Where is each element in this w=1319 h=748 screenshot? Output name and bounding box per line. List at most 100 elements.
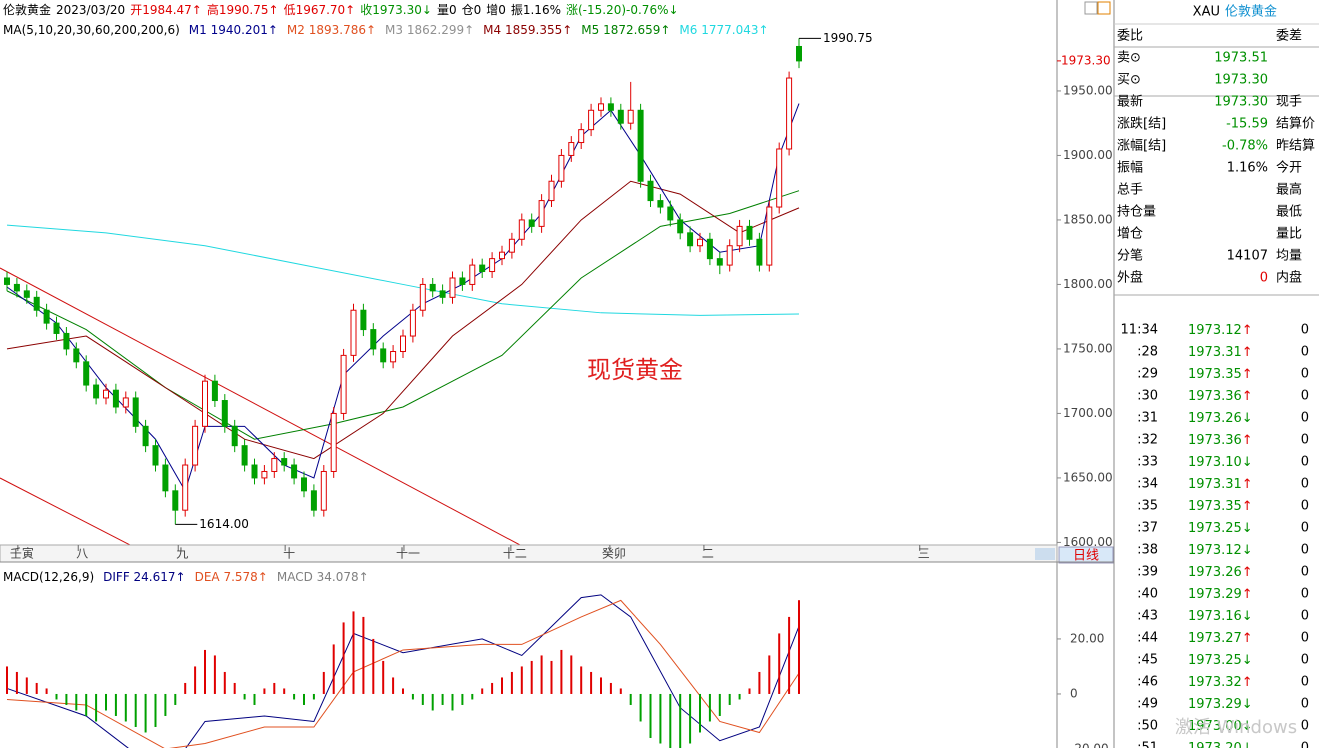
macd-bar bbox=[629, 693, 632, 705]
candle-body bbox=[667, 206, 674, 221]
candle-body bbox=[340, 354, 347, 414]
candle-body bbox=[211, 380, 218, 402]
tick-price: 1973.25↓ bbox=[1188, 521, 1253, 536]
macd-bar bbox=[570, 655, 573, 694]
y-tick-label: 1850.00 bbox=[1063, 212, 1113, 226]
tick-price-value: 1973.20 bbox=[1188, 741, 1242, 748]
ma-line bbox=[6, 224, 800, 316]
tick-arrow: ↓ bbox=[1242, 455, 1253, 470]
macd-bar bbox=[699, 693, 701, 733]
macd-bar bbox=[510, 671, 513, 694]
tick-price: 1973.26↑ bbox=[1188, 565, 1253, 580]
tick-time: :45 bbox=[1137, 653, 1158, 668]
macd-bar bbox=[669, 693, 672, 748]
candle-body bbox=[152, 445, 159, 466]
tick-price-value: 1973.29 bbox=[1188, 587, 1242, 602]
candle-body bbox=[320, 470, 327, 511]
tick-arrow: ↓ bbox=[1242, 741, 1253, 748]
last-price-label: 1973.30 bbox=[1061, 53, 1111, 67]
macd-bar bbox=[431, 693, 434, 711]
macd-bar bbox=[609, 682, 612, 694]
candle-body bbox=[132, 397, 139, 427]
macd-bar bbox=[164, 693, 167, 716]
tick-time: :43 bbox=[1137, 609, 1158, 624]
tick-price-value: 1973.29 bbox=[1188, 697, 1242, 712]
candle-body bbox=[83, 361, 90, 386]
date-label: 九 bbox=[176, 547, 188, 561]
candle-body bbox=[112, 389, 119, 408]
annotation-label: 1614.00 bbox=[199, 517, 249, 531]
macd-bar bbox=[233, 682, 236, 694]
plot bbox=[4, 38, 802, 525]
tick-price: 1973.12↓ bbox=[1188, 543, 1253, 558]
ma-header: MA(5,10,20,30,60,200,200,6) M1 1940.201↑ M… bbox=[3, 23, 769, 37]
quote-label: 均量 bbox=[1276, 249, 1302, 264]
header-item: 2023/03/20 bbox=[56, 3, 125, 17]
macd-bar bbox=[55, 693, 58, 700]
tick-price-value: 1973.27 bbox=[1188, 631, 1242, 646]
candle-body bbox=[13, 283, 20, 292]
quote-label: 增仓 bbox=[1117, 227, 1143, 242]
quote-label: 委差 bbox=[1276, 29, 1302, 44]
tick-volume: 0 bbox=[1301, 543, 1309, 558]
candle-body bbox=[221, 400, 228, 427]
date-label: 癸卯 bbox=[602, 547, 626, 561]
tick-volume: 0 bbox=[1301, 565, 1309, 580]
date-label: 二 bbox=[702, 547, 714, 561]
tick-time: :33 bbox=[1137, 455, 1158, 470]
period-button[interactable] bbox=[1058, 546, 1114, 564]
quote-label: 现手 bbox=[1276, 95, 1302, 110]
candle-body bbox=[657, 200, 664, 208]
quote-label: 分笔 bbox=[1117, 248, 1143, 264]
tick-price-value: 1973.26 bbox=[1188, 411, 1242, 426]
quote-label: 振幅 bbox=[1117, 161, 1143, 176]
tick-price: 1973.26↓ bbox=[1188, 411, 1253, 426]
candle-body bbox=[390, 351, 397, 363]
quote-value: -15.59 bbox=[1226, 117, 1268, 132]
candle-body bbox=[568, 142, 575, 156]
tick-arrow: ↓ bbox=[1242, 697, 1253, 712]
quote-label: 卖⊙ bbox=[1117, 51, 1141, 66]
tick-price: 1973.32↑ bbox=[1188, 675, 1253, 690]
macd-bar bbox=[204, 649, 206, 694]
candle-body bbox=[479, 264, 486, 273]
plot bbox=[6, 594, 800, 748]
tick-arrow: ↑ bbox=[1242, 367, 1253, 382]
tick-volume: 0 bbox=[1301, 587, 1309, 602]
macd-bar bbox=[15, 671, 18, 694]
trendline bbox=[0, 267, 521, 545]
quote-label: 昨结算 bbox=[1276, 139, 1315, 154]
macd-bar bbox=[253, 693, 256, 705]
macd-bar bbox=[124, 693, 127, 722]
tick-arrow: ↑ bbox=[1242, 389, 1253, 404]
candle-body bbox=[439, 290, 446, 298]
candle-body bbox=[429, 283, 436, 292]
tick-arrow: ↓ bbox=[1242, 543, 1253, 558]
date-label: 三 bbox=[918, 547, 930, 561]
annotation-label: 1990.75 bbox=[823, 31, 873, 45]
tick-price-value: 1973.35 bbox=[1188, 499, 1242, 514]
date-axis bbox=[0, 544, 1058, 563]
tick-time: 11:34 bbox=[1121, 323, 1158, 338]
candle-body bbox=[716, 258, 723, 266]
macd-bar bbox=[441, 693, 444, 705]
macd-bar bbox=[520, 666, 523, 694]
watermark: 激活 Windows bbox=[1175, 717, 1297, 738]
quote-label: 内盘 bbox=[1276, 270, 1302, 286]
header-item: 伦敦黄金 bbox=[3, 2, 51, 17]
icon[interactable] bbox=[1084, 1, 1098, 15]
tick-price: 1973.12↑ bbox=[1188, 323, 1253, 338]
period-label[interactable]: 日线 bbox=[1073, 549, 1099, 564]
tick-price-value: 1973.25 bbox=[1188, 653, 1242, 668]
macd-bar bbox=[263, 688, 266, 694]
macd-bar bbox=[540, 655, 543, 694]
tick-volume: 0 bbox=[1301, 389, 1309, 404]
macd-bar bbox=[6, 666, 8, 694]
scroll-thumb[interactable] bbox=[1035, 548, 1055, 560]
tick-arrow: ↑ bbox=[1242, 675, 1253, 690]
tick-price: 1973.16↓ bbox=[1188, 609, 1253, 624]
header-item: 仓0 bbox=[462, 3, 482, 17]
icon[interactable] bbox=[1097, 1, 1111, 15]
candle-body bbox=[53, 322, 60, 334]
candle-body bbox=[63, 332, 70, 350]
